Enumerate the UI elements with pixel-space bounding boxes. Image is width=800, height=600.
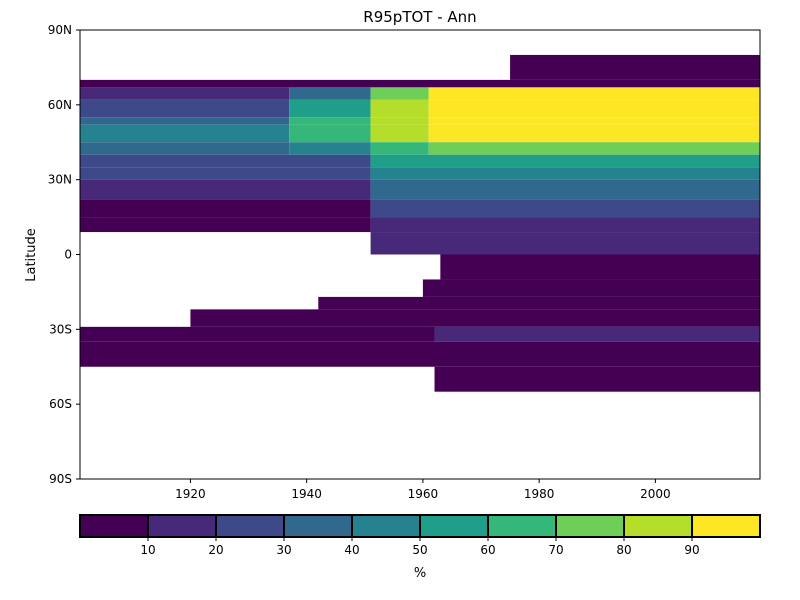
heatmap-cell	[370, 124, 429, 143]
heatmap-cell	[440, 254, 760, 280]
heatmap-cell	[428, 87, 760, 100]
y-axis: 90N 60N 30N 0 30S 60S 90S	[48, 23, 80, 486]
y-axis-label: Latitude	[24, 228, 39, 282]
heatmap-cell	[289, 87, 371, 100]
heatmap-cell	[434, 326, 760, 342]
x-tick-label: 1960	[408, 487, 439, 501]
heatmap-cell	[80, 142, 290, 155]
x-axis: 1920 1940 1960 1980 2000	[175, 479, 671, 501]
heatmap-cell	[80, 117, 290, 125]
colorbar-swatch	[148, 515, 216, 537]
heatmap-cell	[428, 99, 760, 118]
heatmap-cell	[289, 142, 371, 155]
x-tick-label: 2000	[640, 487, 671, 501]
x-tick-label: 1920	[175, 487, 206, 501]
heatmap-cell	[434, 366, 760, 392]
heatmap-cell	[80, 341, 760, 367]
heatmap-cell	[289, 117, 371, 125]
colorbar-tick-label: 80	[616, 543, 631, 557]
colorbar-swatch	[80, 515, 148, 537]
colorbar-swatch	[284, 515, 352, 537]
heatmap-cell	[80, 167, 371, 180]
heatmap-cell	[80, 79, 760, 88]
heatmap-cell	[80, 179, 371, 200]
y-tick-label: 30S	[49, 322, 72, 336]
heatmap-cell	[80, 199, 371, 218]
colorbar-swatch	[692, 515, 760, 537]
heatmap-cell	[370, 167, 760, 180]
colorbar-swatch	[624, 515, 692, 537]
heatmap-cell	[289, 124, 371, 143]
x-tick-label: 1980	[524, 487, 555, 501]
heatmap-cell	[370, 199, 760, 218]
y-tick-label: 90N	[48, 23, 72, 37]
heatmap-cell	[428, 142, 760, 155]
heatmap-cell	[428, 124, 760, 143]
colorbar-tick-label: 40	[344, 543, 359, 557]
heatmap-cell	[510, 54, 760, 80]
heatmap-cells	[80, 54, 760, 392]
heatmap-cell	[80, 326, 435, 342]
heatmap-cell	[370, 99, 429, 118]
y-tick-label: 90S	[49, 472, 72, 486]
y-tick-label: 0	[64, 248, 72, 262]
colorbar-tick-label: 70	[548, 543, 563, 557]
plot-area	[79, 29, 761, 480]
heatmap-cell	[289, 99, 371, 118]
y-tick-label: 60N	[48, 98, 72, 112]
heatmap-cell	[80, 99, 290, 118]
colorbar-tick-label: 30	[276, 543, 291, 557]
heatmap-cell	[190, 309, 760, 327]
heatmap-cell	[80, 154, 371, 168]
heatmap-cell	[80, 217, 371, 233]
colorbar-swatch	[420, 515, 488, 537]
heatmap-cell	[370, 142, 429, 155]
colorbar-tick-label: 60	[480, 543, 495, 557]
colorbar-tick-label: 90	[684, 543, 699, 557]
colorbar-tick-label: 10	[140, 543, 155, 557]
heatmap-cell	[318, 296, 760, 310]
colorbar-tick-label: 20	[208, 543, 223, 557]
colorbar-label: %	[414, 566, 426, 581]
colorbar-swatch	[488, 515, 556, 537]
heatmap-cell	[370, 154, 760, 168]
heatmap-cell	[80, 124, 290, 143]
heatmap-cell	[422, 279, 760, 297]
colorbar-swatch	[556, 515, 624, 537]
heatmap-cell	[428, 117, 760, 125]
heatmap-cell	[370, 179, 760, 200]
heatmap-cell	[80, 87, 290, 100]
heatmap-cell	[370, 232, 760, 255]
colorbar-swatch	[216, 515, 284, 537]
y-tick-label: 60S	[49, 397, 72, 411]
heatmap-cell	[370, 217, 760, 233]
colorbar-tick-label: 50	[412, 543, 427, 557]
colorbar-swatch	[352, 515, 420, 537]
x-tick-label: 1940	[291, 487, 322, 501]
colorbar: 10 20 30 40 50 60 70 80 90	[79, 514, 761, 557]
heatmap-cell	[370, 117, 429, 125]
y-tick-label: 30N	[48, 173, 72, 187]
heatmap-cell	[370, 87, 429, 100]
chart-title: R95pTOT - Ann	[363, 8, 476, 26]
